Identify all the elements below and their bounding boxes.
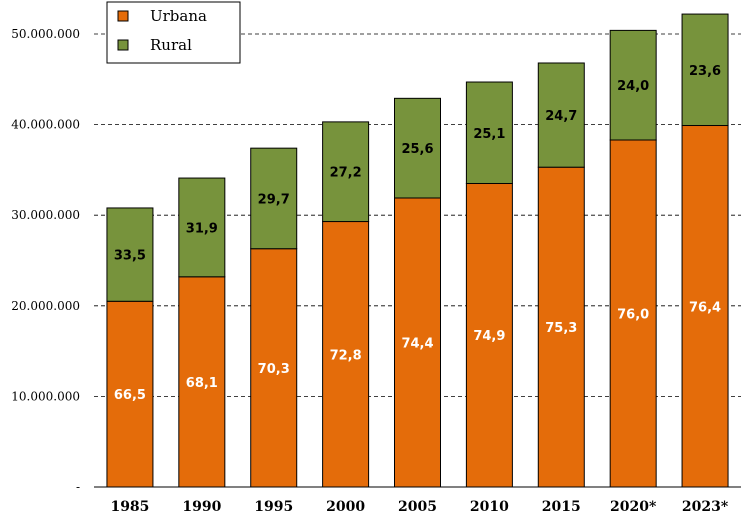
bar-rural-2010 [465, 81, 513, 184]
data-label-rural: 25,1 [473, 127, 505, 142]
data-label-rural: 31,9 [186, 221, 218, 236]
bar-urbana-2015 [537, 166, 585, 488]
x-axis: 1985 1990 1995 2000 2005 2010 2015 2020* 2023* [94, 486, 741, 515]
bar-rural-1995 [250, 147, 298, 250]
data-label-urbana: 68,1 [186, 376, 218, 391]
y-tick-label: 10.000.000 [11, 389, 80, 403]
y-axis: - 10.000.000 20.000.000 30.000.000 40.000.00… [11, 27, 80, 494]
data-label-rural: 23,6 [689, 64, 721, 79]
legend-box [106, 1, 241, 64]
legend-label-urbana: Urbana [150, 7, 207, 25]
data-label-rural: 25,6 [401, 142, 433, 157]
data-label-urbana: 74,9 [473, 329, 505, 344]
bar-rural-2023 [681, 13, 729, 127]
bar-rural-2015 [537, 62, 585, 168]
x-tick-label: 1995 [254, 499, 293, 515]
legend-label-rural: Rural [150, 36, 192, 54]
bar-urbana-2020 [609, 139, 657, 488]
y-tick-label: 30.000.000 [11, 208, 80, 222]
data-label-urbana: 70,3 [258, 362, 290, 377]
data-label-rural: 24,7 [545, 109, 577, 124]
x-tick-label: 2010 [470, 499, 509, 515]
bar-data-labels: 66,5 33,5 68,1 31,9 70,3 29,7 72,8 27,2 74,4 25,6… [114, 64, 721, 403]
x-tick-label: 2005 [398, 499, 437, 515]
data-label-rural: 27,2 [330, 166, 362, 181]
bar-rural-1990 [178, 177, 226, 278]
data-label-urbana: 76,4 [689, 300, 721, 315]
data-label-urbana: 74,4 [401, 336, 433, 351]
y-tick-label: - [76, 480, 80, 494]
bar-rural-2020 [609, 29, 657, 141]
x-tick-label: 2023* [682, 499, 729, 515]
data-label-urbana: 75,3 [545, 321, 577, 336]
x-tick-label: 1985 [110, 499, 149, 515]
x-tick-label: 2020* [610, 499, 657, 515]
y-tick-label: 50.000.000 [11, 27, 80, 41]
y-tick-label: 40.000.000 [11, 118, 80, 132]
bar-urbana-2010 [465, 182, 513, 488]
data-label-rural: 29,7 [258, 192, 290, 207]
data-label-urbana: 66,5 [114, 388, 146, 403]
x-tick-label: 1990 [182, 499, 221, 515]
bar-rural-2000 [322, 121, 370, 223]
x-tick-label: 2000 [326, 499, 365, 515]
bar-rural-1985 [106, 207, 154, 302]
data-label-rural: 33,5 [114, 249, 146, 264]
legend-swatch-urbana [117, 10, 129, 22]
y-tick-label: 20.000.000 [11, 299, 80, 313]
bar-urbana-1985 [106, 300, 154, 488]
bar-rural-2005 [394, 97, 441, 199]
data-label-rural: 24,0 [617, 79, 649, 94]
bars [106, 13, 729, 488]
bar-urbana-2000 [322, 221, 370, 488]
data-label-urbana: 72,8 [330, 348, 362, 363]
bar-urbana-2023 [681, 125, 729, 488]
legend: Urbana Rural [106, 1, 241, 64]
data-label-urbana: 76,0 [617, 308, 649, 323]
legend-swatch-rural [117, 39, 129, 51]
bar-urbana-2005 [394, 197, 441, 488]
x-tick-label: 2015 [542, 499, 581, 515]
